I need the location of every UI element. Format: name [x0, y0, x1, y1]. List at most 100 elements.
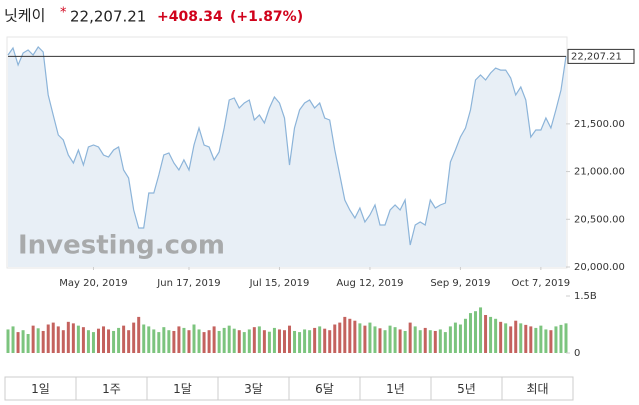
- volume-bar: [21, 330, 25, 353]
- volume-bar: [423, 327, 427, 353]
- volume-bar: [96, 328, 100, 353]
- y-tick-label: 21,500.00: [574, 119, 625, 130]
- volume-bar: [56, 326, 60, 353]
- volume-bar: [373, 326, 377, 353]
- range-tab-label: 최대: [526, 382, 548, 396]
- volume-bar: [252, 327, 256, 353]
- volume-bar: [262, 330, 266, 353]
- volume-bar: [564, 323, 568, 353]
- volume-bar: [343, 316, 347, 353]
- volume-bar: [162, 327, 166, 353]
- y-tick-label: 21,000.00: [574, 167, 625, 178]
- volume-bar: [202, 332, 206, 353]
- volume-bar: [272, 327, 276, 353]
- marker: *: [60, 6, 67, 21]
- x-tick-label: Jun 17, 2019: [156, 278, 220, 289]
- volume-bar: [293, 330, 297, 353]
- volume-bar: [529, 326, 533, 353]
- volume-bar: [51, 322, 55, 353]
- volume-bar: [11, 326, 15, 353]
- volume-bar: [514, 320, 518, 353]
- volume-bar: [102, 326, 106, 353]
- range-tab-label: 1달: [173, 382, 192, 396]
- range-tab-label: 1주: [102, 382, 121, 396]
- volume-bar: [534, 327, 538, 353]
- volume-bar: [489, 316, 493, 353]
- volume-bar: [413, 326, 417, 353]
- range-tab[interactable]: [501, 376, 574, 401]
- price-line: [7, 46, 567, 246]
- volume-bar: [443, 332, 447, 353]
- volume-tick-label: 0: [574, 348, 580, 359]
- volume-bar: [81, 327, 85, 353]
- volume-bar: [393, 327, 397, 353]
- volume-bar: [378, 328, 382, 353]
- volume-bar: [509, 326, 513, 353]
- x-tick-label: Sep 9, 2019: [430, 278, 490, 289]
- x-tick-label: May 20, 2019: [59, 278, 127, 289]
- volume-bar: [76, 325, 80, 353]
- volume-bar: [288, 325, 292, 353]
- volume-bar: [433, 330, 437, 353]
- volume-bar: [499, 321, 503, 353]
- volume-bar: [494, 318, 498, 353]
- volume-bar: [323, 328, 327, 353]
- range-tab-label: 5년: [457, 382, 476, 396]
- volume-bar: [519, 323, 523, 353]
- volume-bar: [554, 326, 558, 353]
- volume-bar: [152, 329, 156, 353]
- volume-bar: [217, 330, 221, 353]
- volume-bar: [172, 330, 176, 353]
- volume-bar: [167, 330, 171, 353]
- change: +408.34: [157, 9, 223, 25]
- volume-bar: [147, 326, 151, 353]
- volume-bar: [187, 330, 191, 353]
- volume-bar: [338, 322, 342, 353]
- volume-bar: [46, 324, 50, 353]
- last-price-box: [567, 48, 635, 64]
- x-tick-label: Jul 15, 2019: [249, 278, 310, 289]
- volume-bar: [157, 332, 161, 353]
- plot-frame: [6, 36, 568, 269]
- volume-bar: [212, 326, 216, 353]
- volume-bar: [282, 330, 286, 353]
- volume-bar: [313, 327, 317, 353]
- x-tick-label: Aug 12, 2019: [336, 278, 403, 289]
- volume-bar: [388, 325, 392, 353]
- volume-bar: [66, 321, 70, 353]
- y-tick-label: 20,000.00: [574, 262, 625, 273]
- y-tick-label: 20,500.00: [574, 214, 625, 225]
- volume-bar: [348, 318, 352, 353]
- volume-bar: [438, 329, 442, 353]
- volume-bar: [303, 329, 307, 353]
- volume-bar: [31, 325, 35, 353]
- range-tab-label: 6달: [315, 382, 334, 396]
- volume-bar: [298, 332, 302, 353]
- volume-bar: [132, 322, 136, 353]
- volume-bar: [368, 322, 372, 353]
- volume-bar: [86, 330, 90, 353]
- volume-bar: [142, 324, 146, 353]
- volume-bar: [418, 330, 422, 353]
- volume-bar: [237, 330, 241, 353]
- volume-bar: [479, 307, 483, 353]
- volume-bar: [468, 313, 472, 353]
- volume-tick-label: 1.5B: [574, 291, 597, 302]
- volume-bar: [242, 332, 246, 353]
- volume-bar: [524, 324, 528, 353]
- range-tab-label: 3달: [244, 382, 263, 396]
- volume-bar: [308, 330, 312, 353]
- volume-bar: [277, 329, 281, 353]
- volume-bar: [318, 326, 322, 353]
- volume-bar: [122, 325, 126, 353]
- volume-bar: [137, 316, 141, 353]
- volume-bar: [177, 326, 181, 353]
- volume-bar: [358, 323, 362, 353]
- price: 22,207.21: [70, 8, 146, 26]
- volume-bar: [458, 324, 462, 353]
- volume-bar: [383, 330, 387, 353]
- watermark: Investing.com: [18, 231, 225, 261]
- volume-bar: [192, 324, 196, 353]
